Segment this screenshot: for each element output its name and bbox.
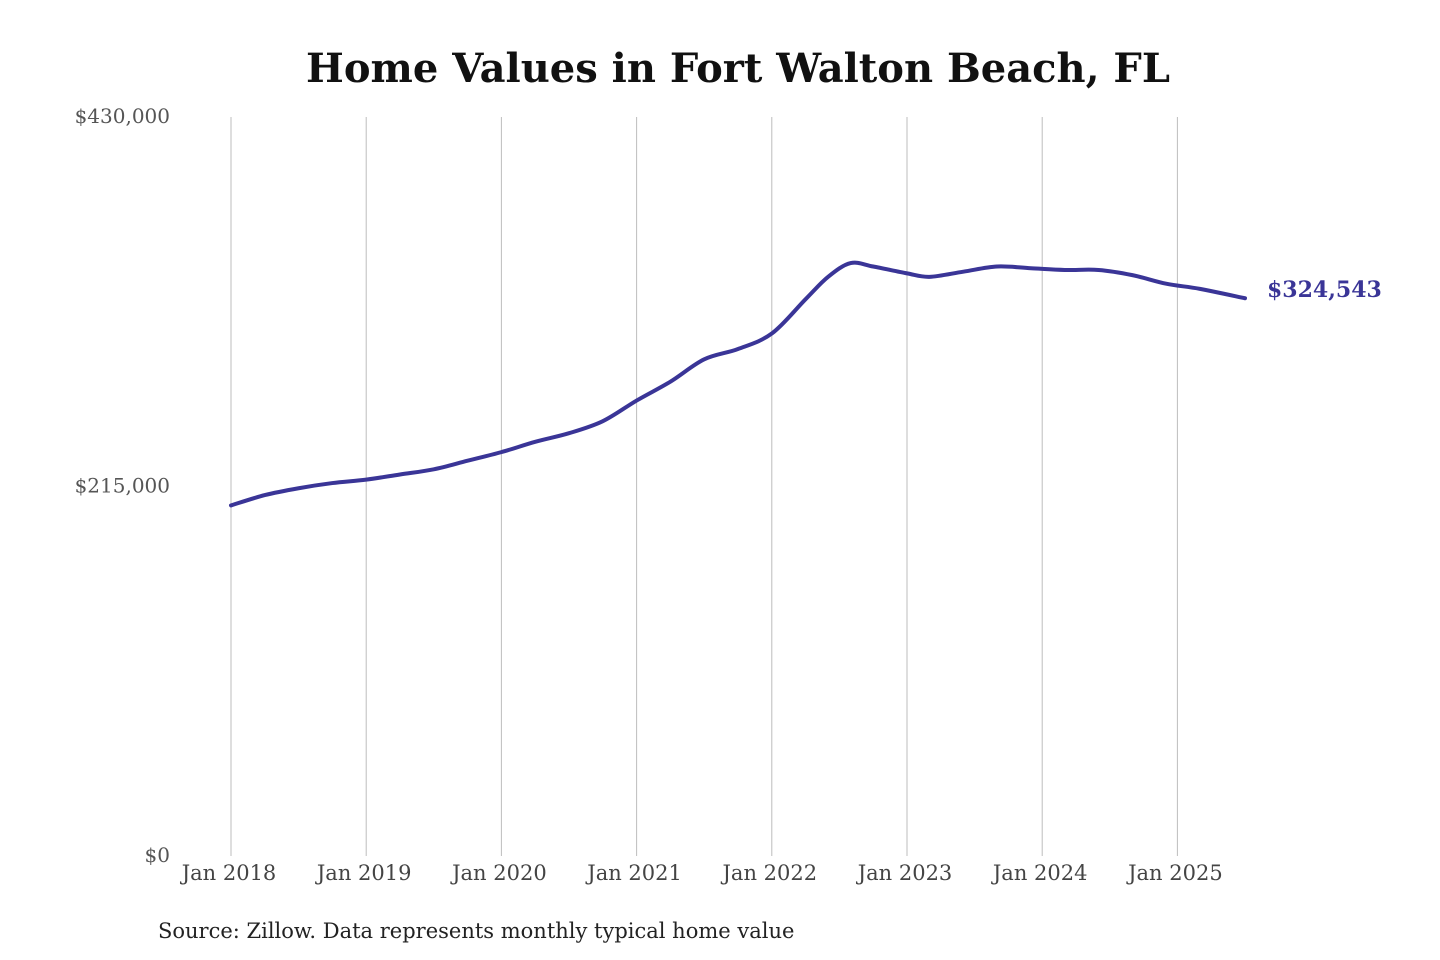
data-point [600,419,605,424]
data-point [533,439,538,444]
data-point [1130,273,1135,278]
x-tick-label: Jan 2023 [856,861,953,885]
data-point [668,379,673,384]
data-point [961,269,966,274]
gridlines [230,117,1178,856]
data-point [803,297,808,302]
y-tick-label: $215,000 [75,474,170,498]
data-point [465,458,470,463]
series-line [229,260,1247,508]
data-point [1197,286,1202,291]
data-point [364,477,369,482]
data-point [567,431,572,436]
end-value-label: $324,543 [1267,277,1382,303]
data-point [769,331,774,336]
data-point [702,357,707,362]
y-tick-label: $430,000 [75,104,170,128]
x-tick-label: Jan 2020 [450,861,547,885]
y-tick-label: $0 [145,843,170,867]
data-point [905,271,910,276]
x-tick-label: Jan 2025 [1126,861,1223,885]
series-layer: $324,543 [229,260,1382,508]
data-point [296,486,301,491]
data-point [871,264,876,269]
x-axis-tick-labels: Jan 2018 Jan 2019 Jan 2020 Jan 2021 Jan 2022… [180,861,1223,885]
x-tick-label: Jan 2022 [721,861,818,885]
x-tick-label: Jan 2018 [180,861,277,885]
source-note: Source: Zillow. Data represents monthly … [158,919,794,943]
data-point [330,481,335,486]
data-point [229,503,234,508]
x-tick-label: Jan 2024 [991,861,1088,885]
data-point [1062,267,1067,272]
data-point [1243,296,1248,301]
data-point [848,261,853,266]
data-point [1096,267,1101,272]
data-point [826,274,831,279]
data-point [499,450,504,455]
x-tick-label: Jan 2019 [315,861,412,885]
data-point [1028,266,1033,271]
data-point [262,493,267,498]
data-point [927,274,932,279]
data-point [398,472,403,477]
data-point [634,398,639,403]
y-axis-tick-labels: $0 $215,000 $430,000 [75,104,170,867]
x-tick-label: Jan 2021 [585,861,682,885]
chart-title: Home Values in Fort Walton Beach, FL [306,45,1170,92]
data-point [431,467,436,472]
data-point [736,347,741,352]
data-point [995,264,1000,269]
data-point [1164,281,1169,286]
